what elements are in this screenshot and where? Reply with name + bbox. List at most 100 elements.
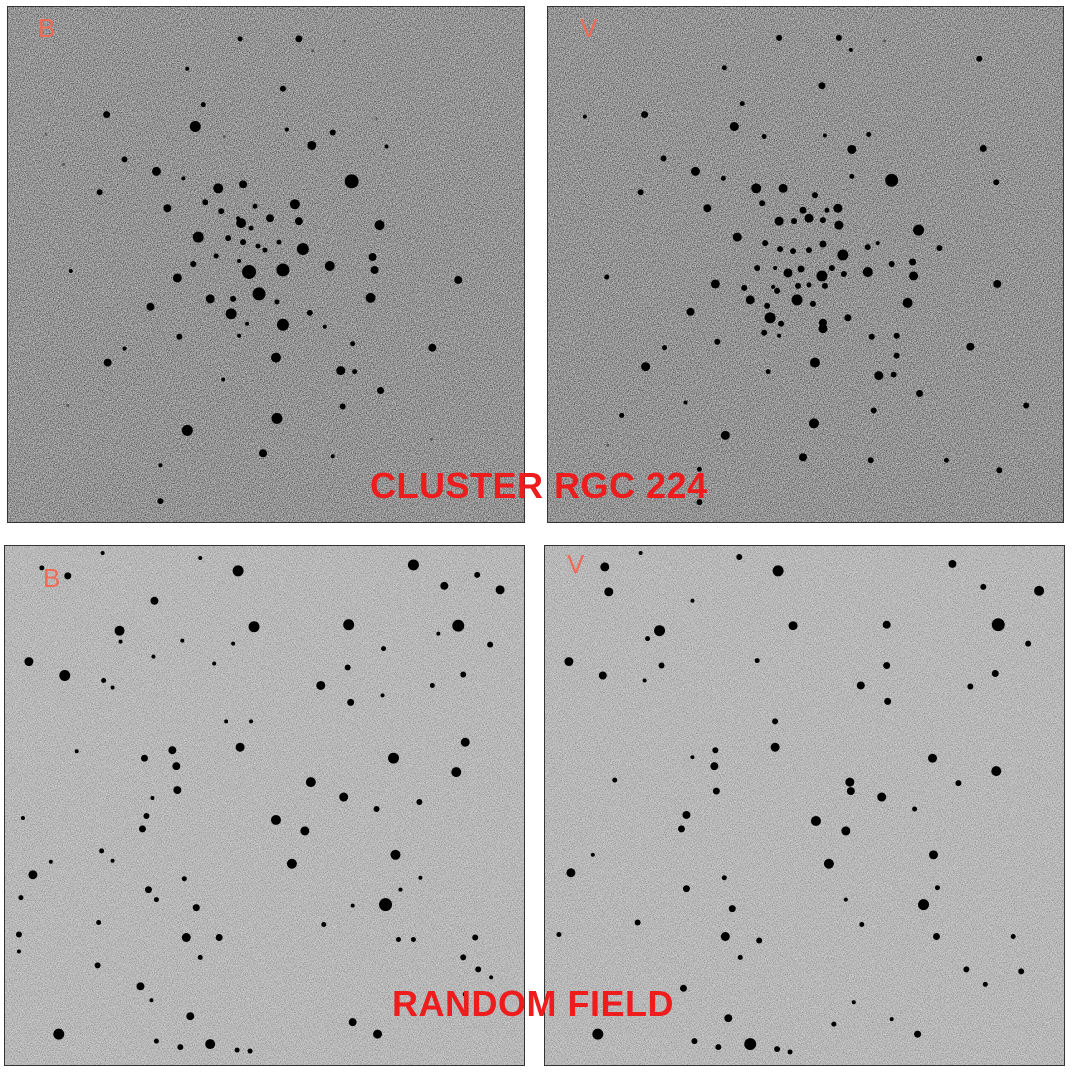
star xyxy=(846,787,855,796)
star xyxy=(806,282,812,288)
star xyxy=(151,166,161,176)
star xyxy=(791,218,798,225)
star xyxy=(276,318,289,331)
star xyxy=(877,792,887,802)
star xyxy=(177,1044,184,1051)
star xyxy=(114,625,125,636)
star xyxy=(232,565,244,577)
star xyxy=(991,766,1002,777)
star xyxy=(143,812,150,819)
star xyxy=(909,258,917,266)
star xyxy=(993,279,1002,288)
star xyxy=(744,1038,757,1051)
star xyxy=(212,661,217,666)
star xyxy=(831,1021,837,1027)
star xyxy=(348,1018,357,1027)
star xyxy=(883,662,891,670)
star xyxy=(679,984,687,992)
star xyxy=(122,346,127,351)
star xyxy=(787,1049,793,1055)
star xyxy=(140,754,148,762)
star xyxy=(460,954,467,961)
star xyxy=(144,886,152,894)
star xyxy=(799,453,807,462)
star xyxy=(967,683,974,690)
star xyxy=(321,922,327,928)
star xyxy=(902,297,913,308)
star xyxy=(1034,585,1045,596)
star xyxy=(712,787,720,795)
star xyxy=(407,559,419,571)
star xyxy=(168,746,177,755)
star xyxy=(94,962,101,969)
star xyxy=(343,39,346,43)
star xyxy=(247,1048,253,1054)
star xyxy=(604,274,610,280)
star xyxy=(110,685,115,690)
star xyxy=(759,200,766,207)
star xyxy=(440,581,449,590)
star xyxy=(777,246,784,253)
star xyxy=(714,338,721,345)
star xyxy=(235,742,245,752)
star xyxy=(851,1000,856,1005)
star xyxy=(824,207,830,213)
star xyxy=(410,936,416,942)
sky-noise xyxy=(548,7,1063,522)
star xyxy=(28,870,38,880)
star xyxy=(819,217,826,224)
star xyxy=(222,135,226,138)
star xyxy=(1010,934,1016,939)
sky-noise xyxy=(8,7,524,522)
star xyxy=(822,133,827,138)
star xyxy=(1025,640,1032,647)
star xyxy=(373,805,380,812)
star xyxy=(388,752,399,764)
star xyxy=(600,562,610,572)
star xyxy=(913,224,925,236)
star xyxy=(249,719,254,724)
random-b-image xyxy=(5,546,524,1065)
star xyxy=(804,213,814,223)
star xyxy=(690,598,695,603)
star xyxy=(237,259,242,264)
star xyxy=(859,922,865,928)
star xyxy=(103,111,111,119)
star xyxy=(150,796,155,801)
star xyxy=(416,799,423,806)
star xyxy=(982,981,988,987)
star xyxy=(710,762,719,771)
star xyxy=(893,332,900,339)
star xyxy=(237,333,242,338)
star-group xyxy=(556,550,1045,1055)
star xyxy=(395,936,401,942)
star xyxy=(638,550,643,555)
star xyxy=(771,284,776,289)
star xyxy=(870,407,877,414)
star xyxy=(221,377,226,382)
star xyxy=(39,565,45,571)
star xyxy=(776,34,783,41)
star xyxy=(677,825,685,833)
star xyxy=(790,248,797,255)
star xyxy=(329,129,336,136)
star xyxy=(213,183,224,194)
star xyxy=(737,954,743,960)
star xyxy=(462,991,468,997)
star xyxy=(121,156,128,163)
star xyxy=(721,875,727,881)
star xyxy=(236,218,247,229)
star xyxy=(691,1038,698,1045)
star xyxy=(186,1012,195,1021)
star xyxy=(686,307,695,316)
star xyxy=(374,220,385,231)
star xyxy=(556,932,562,937)
star xyxy=(868,333,875,340)
star xyxy=(248,225,254,231)
star xyxy=(916,390,924,397)
filter-label-v: V xyxy=(580,13,598,43)
star xyxy=(101,677,107,683)
star xyxy=(205,1039,216,1050)
star xyxy=(176,333,183,340)
star xyxy=(739,101,745,107)
